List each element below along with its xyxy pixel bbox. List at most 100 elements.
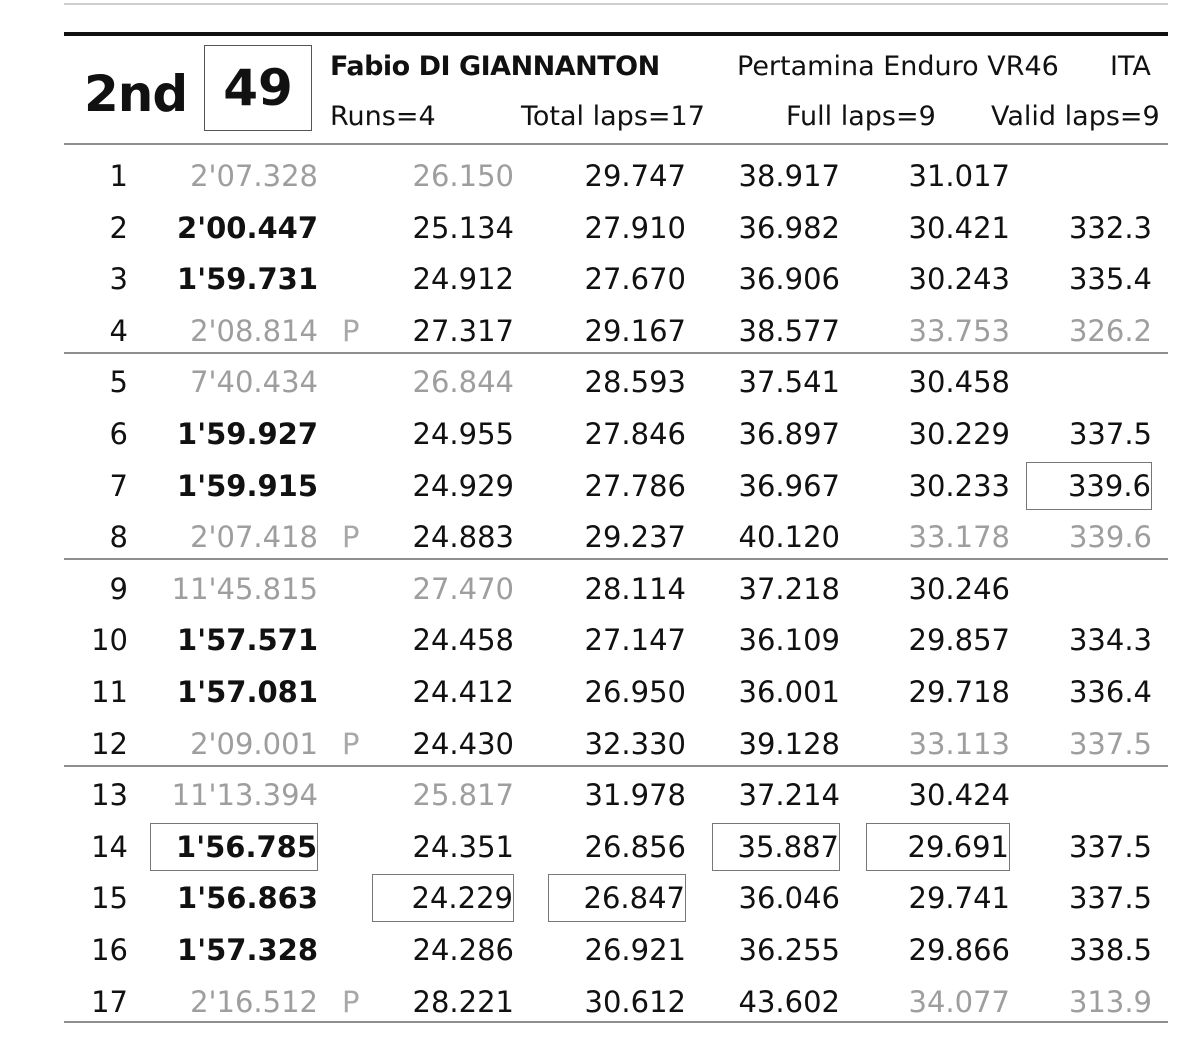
sector-4-time: 33.753 xyxy=(908,314,1010,348)
sector-4-time: 30.424 xyxy=(908,778,1010,812)
top-divider xyxy=(64,3,1168,5)
sector-4-time: 30.243 xyxy=(908,262,1010,296)
lap-time: 7'40.434 xyxy=(190,365,318,399)
sector-2-time: 28.114 xyxy=(584,572,686,606)
lap-number: 8 xyxy=(109,520,128,554)
pit-flag: P xyxy=(342,314,360,348)
sector-3-time: 38.917 xyxy=(738,159,840,193)
lap-number: 3 xyxy=(109,262,128,296)
pit-flag xyxy=(342,872,374,924)
sector-3-time: 43.602 xyxy=(738,985,840,1019)
top-speed xyxy=(1026,563,1152,615)
pit-flag xyxy=(342,253,374,305)
top-speed: 339.6 xyxy=(1068,520,1152,554)
sector-2-time: 28.593 xyxy=(584,365,686,399)
lap-time: 2'07.418 xyxy=(190,520,318,554)
sector-2-time: 31.978 xyxy=(584,778,686,812)
top-speed-best: 339.6 xyxy=(1026,462,1152,510)
sector-2-time: 32.330 xyxy=(584,727,686,761)
sector-2-time-best: 26.847 xyxy=(548,874,686,922)
lap-time: 1'57.328 xyxy=(177,933,318,967)
sector-1-time: 27.470 xyxy=(412,572,514,606)
lap-time: 2'07.328 xyxy=(190,159,318,193)
sector-4-time: 30.421 xyxy=(908,211,1010,245)
sector-2-time: 27.786 xyxy=(584,469,686,503)
top-speed: 338.5 xyxy=(1068,933,1152,967)
pit-flag xyxy=(342,924,374,976)
lap-time: 1'57.081 xyxy=(177,675,318,709)
sector-3-time: 38.577 xyxy=(738,314,840,348)
rider-nation: ITA xyxy=(1110,51,1151,82)
lap-number: 14 xyxy=(91,830,128,864)
lap-number: 17 xyxy=(91,985,128,1019)
top-speed xyxy=(1026,356,1152,408)
lap-number: 10 xyxy=(91,623,128,657)
sector-1-time: 24.458 xyxy=(412,623,514,657)
sector-4-time: 34.077 xyxy=(908,985,1010,1019)
sector-1-time: 25.134 xyxy=(412,211,514,245)
pit-flag: P xyxy=(342,985,360,1019)
sector-2-time: 26.921 xyxy=(584,933,686,967)
sector-3-time: 37.541 xyxy=(738,365,840,399)
sector-4-time: 33.113 xyxy=(908,727,1010,761)
rider-name: Fabio DI GIANNANTON xyxy=(330,51,660,82)
run-divider xyxy=(64,352,1168,354)
sector-3-time-best: 35.887 xyxy=(712,823,840,871)
sector-4-time: 31.017 xyxy=(908,159,1010,193)
sector-4-time: 30.458 xyxy=(908,365,1010,399)
sector-1-time: 25.817 xyxy=(412,778,514,812)
lap-time: 2'08.814 xyxy=(190,314,318,348)
lap-time: 1'56.863 xyxy=(177,881,318,915)
sector-3-time: 36.982 xyxy=(738,211,840,245)
header-divider xyxy=(64,32,1168,36)
pit-flag xyxy=(342,408,374,460)
sector-2-time: 26.856 xyxy=(584,830,686,864)
sector-4-time: 33.178 xyxy=(908,520,1010,554)
lap-number: 6 xyxy=(109,417,128,451)
sector-3-time: 36.109 xyxy=(738,623,840,657)
sector-4-time: 29.718 xyxy=(908,675,1010,709)
sector-2-time: 30.612 xyxy=(584,985,686,1019)
table-bottom-divider xyxy=(64,1021,1168,1023)
sector-2-time: 29.747 xyxy=(584,159,686,193)
lap-time-best: 1'56.785 xyxy=(150,823,318,871)
lap-time: 11'45.815 xyxy=(171,572,318,606)
pit-flag xyxy=(342,821,374,873)
lap-number: 9 xyxy=(109,572,128,606)
lap-number: 1 xyxy=(109,159,128,193)
lap-number: 12 xyxy=(91,727,128,761)
lap-number: 13 xyxy=(91,778,128,812)
top-speed xyxy=(1026,769,1152,821)
total-laps-summary: Total laps=17 xyxy=(521,101,705,132)
top-speed xyxy=(1026,150,1152,202)
sector-1-time: 27.317 xyxy=(412,314,514,348)
sector-4-time: 29.866 xyxy=(908,933,1010,967)
sector-3-time: 36.001 xyxy=(738,675,840,709)
lap-time: 1'59.731 xyxy=(177,262,318,296)
sector-1-time: 24.929 xyxy=(412,469,514,503)
run-divider xyxy=(64,558,1168,560)
lap-time: 1'59.927 xyxy=(177,417,318,451)
sector-3-time: 36.906 xyxy=(738,262,840,296)
sector-3-time: 36.046 xyxy=(738,881,840,915)
sector-1-time: 24.430 xyxy=(412,727,514,761)
pit-flag xyxy=(342,666,374,718)
sector-3-time: 36.897 xyxy=(738,417,840,451)
team-name: Pertamina Enduro VR46 xyxy=(737,51,1059,82)
sector-1-time: 26.844 xyxy=(412,365,514,399)
top-speed: 336.4 xyxy=(1068,675,1152,709)
top-speed: 332.3 xyxy=(1068,211,1152,245)
lap-number: 11 xyxy=(91,675,128,709)
sector-4-time: 30.229 xyxy=(908,417,1010,451)
pit-flag xyxy=(342,150,374,202)
sector-2-time: 27.846 xyxy=(584,417,686,451)
sector-3-time: 36.255 xyxy=(738,933,840,967)
top-speed: 326.2 xyxy=(1068,314,1152,348)
full-laps-summary: Full laps=9 xyxy=(786,101,936,132)
runs-summary: Runs=4 xyxy=(330,101,436,132)
sector-4-time: 29.741 xyxy=(908,881,1010,915)
sector-3-time: 39.128 xyxy=(738,727,840,761)
run-divider xyxy=(64,765,1168,767)
lap-number: 16 xyxy=(91,933,128,967)
sector-1-time: 26.150 xyxy=(412,159,514,193)
